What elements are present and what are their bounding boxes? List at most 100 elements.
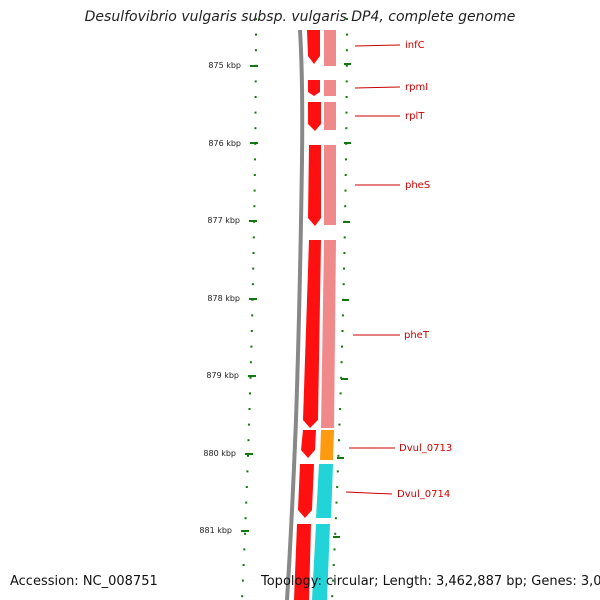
- scale-dot: [253, 174, 256, 176]
- scale-dot: [254, 158, 256, 161]
- tick-label: 879 kbp: [206, 371, 239, 380]
- scale-dot: [336, 470, 339, 473]
- gene-label-rplT: rplT: [405, 111, 425, 122]
- gene-label-infC: infC: [405, 40, 425, 51]
- scale-dot: [245, 486, 248, 488]
- tick-label: 880 kbp: [203, 449, 236, 458]
- scale-dot: [250, 345, 253, 348]
- scale-dot: [345, 49, 348, 52]
- scale-dot: [346, 33, 348, 36]
- scale-dot: [343, 252, 346, 254]
- gene-block-rpmI: [324, 80, 336, 96]
- scale-dot: [345, 127, 348, 130]
- scale-dot: [344, 205, 347, 208]
- scale-dot: [249, 376, 252, 379]
- scale-dot: [338, 439, 340, 442]
- scale-dot: [255, 18, 257, 20]
- tick-label: 881 kbp: [199, 526, 232, 535]
- gene-label-Dvul_0714: Dvul_0714: [397, 489, 450, 500]
- scale-dot: [339, 392, 342, 395]
- cds-arrow-pheT: [303, 240, 321, 428]
- scale-dot: [244, 532, 246, 535]
- scale-dot: [334, 517, 337, 520]
- scale-dot: [244, 517, 247, 520]
- gene-track: [312, 30, 336, 600]
- gene-block-rplT: [324, 102, 336, 130]
- scale-dot: [250, 330, 253, 332]
- scale-dot: [251, 314, 254, 317]
- leader-line: [354, 86, 401, 89]
- scale-dot: [251, 283, 254, 286]
- cds-arrow-next: [294, 524, 311, 600]
- gene-label-Dvul_0713: Dvul_0713: [399, 443, 452, 454]
- scale-dot: [343, 267, 345, 270]
- leader-line: [354, 44, 401, 47]
- dotted-grid-left: [241, 18, 257, 598]
- kbp-scale: 875 kbp 876 kbp 877 kbp 878 kbp 879 kbp …: [199, 61, 258, 535]
- scale-dot: [248, 408, 251, 410]
- tick-label: 876 kbp: [208, 139, 241, 148]
- scale-dot: [245, 501, 248, 504]
- cds-arrow-Dvul_0714: [298, 464, 314, 518]
- genome-backbone: [285, 29, 305, 600]
- scale-dot: [337, 454, 340, 457]
- scale-dot: [246, 470, 249, 473]
- scale-dot: [247, 439, 250, 442]
- right-scale-ticks: [333, 63, 351, 538]
- gene-block-pheT: [321, 240, 336, 428]
- scale-dot: [340, 361, 343, 364]
- scale-dot: [249, 361, 252, 364]
- scale-dot: [331, 595, 334, 598]
- gene-label-pheS: pheS: [405, 180, 430, 191]
- scale-dot: [254, 80, 257, 83]
- scale-dot: [248, 423, 250, 426]
- scale-dot: [243, 548, 246, 551]
- scale-dot: [345, 64, 348, 67]
- scale-dot: [254, 127, 257, 130]
- scale-dot: [255, 33, 257, 36]
- cds-arrow-pheS: [308, 145, 321, 226]
- scale-dot: [253, 205, 256, 208]
- cds-arrow-rplT: [308, 102, 321, 131]
- cds-arrow-Dvul_0713: [301, 430, 316, 458]
- scale-dot: [332, 579, 334, 582]
- scale-dot: [242, 564, 245, 566]
- scale-dot: [335, 501, 338, 504]
- gene-label-rpmI: rpmI: [405, 82, 428, 93]
- tick-label: 877 kbp: [207, 216, 240, 225]
- scale-dot: [252, 236, 255, 239]
- accession-text: Accession: NC_008751: [10, 574, 158, 589]
- gene-block-next: [312, 524, 330, 600]
- scale-dot: [247, 454, 249, 457]
- cds-arrow-infC: [307, 30, 320, 64]
- dotted-grid-right: [331, 18, 348, 598]
- scale-dot: [254, 96, 257, 98]
- scale-dot: [338, 423, 341, 426]
- tick-label: 878 kbp: [207, 294, 240, 303]
- gene-block-Dvul_0714: [316, 464, 333, 518]
- scale-dot: [346, 18, 348, 20]
- scale-dot: [339, 408, 342, 410]
- cds-track-forward: [294, 30, 321, 600]
- scale-dot: [336, 486, 339, 488]
- scale-dot: [241, 595, 244, 598]
- scale-dot: [344, 174, 347, 176]
- scale-dot: [334, 532, 337, 535]
- scale-dot: [252, 267, 255, 270]
- cds-arrow-rpmI: [308, 80, 320, 96]
- scale-dot: [254, 49, 257, 52]
- scale-dot: [343, 236, 346, 239]
- scale-dot: [340, 376, 343, 379]
- scale-dot: [341, 314, 344, 317]
- scale-dot: [252, 252, 255, 254]
- leader-line: [345, 491, 393, 495]
- scale-dot: [241, 579, 244, 582]
- scale-dot: [345, 96, 348, 98]
- gene-block-Dvul_0713: [320, 430, 334, 460]
- scale-dot: [332, 564, 335, 566]
- scale-dot: [344, 189, 347, 192]
- gene-labels: infC rpmI rplT pheS pheT Dvul_0713 Dvul_…: [345, 40, 452, 500]
- gene-label-pheT: pheT: [404, 330, 430, 341]
- tick-label: 875 kbp: [208, 61, 241, 70]
